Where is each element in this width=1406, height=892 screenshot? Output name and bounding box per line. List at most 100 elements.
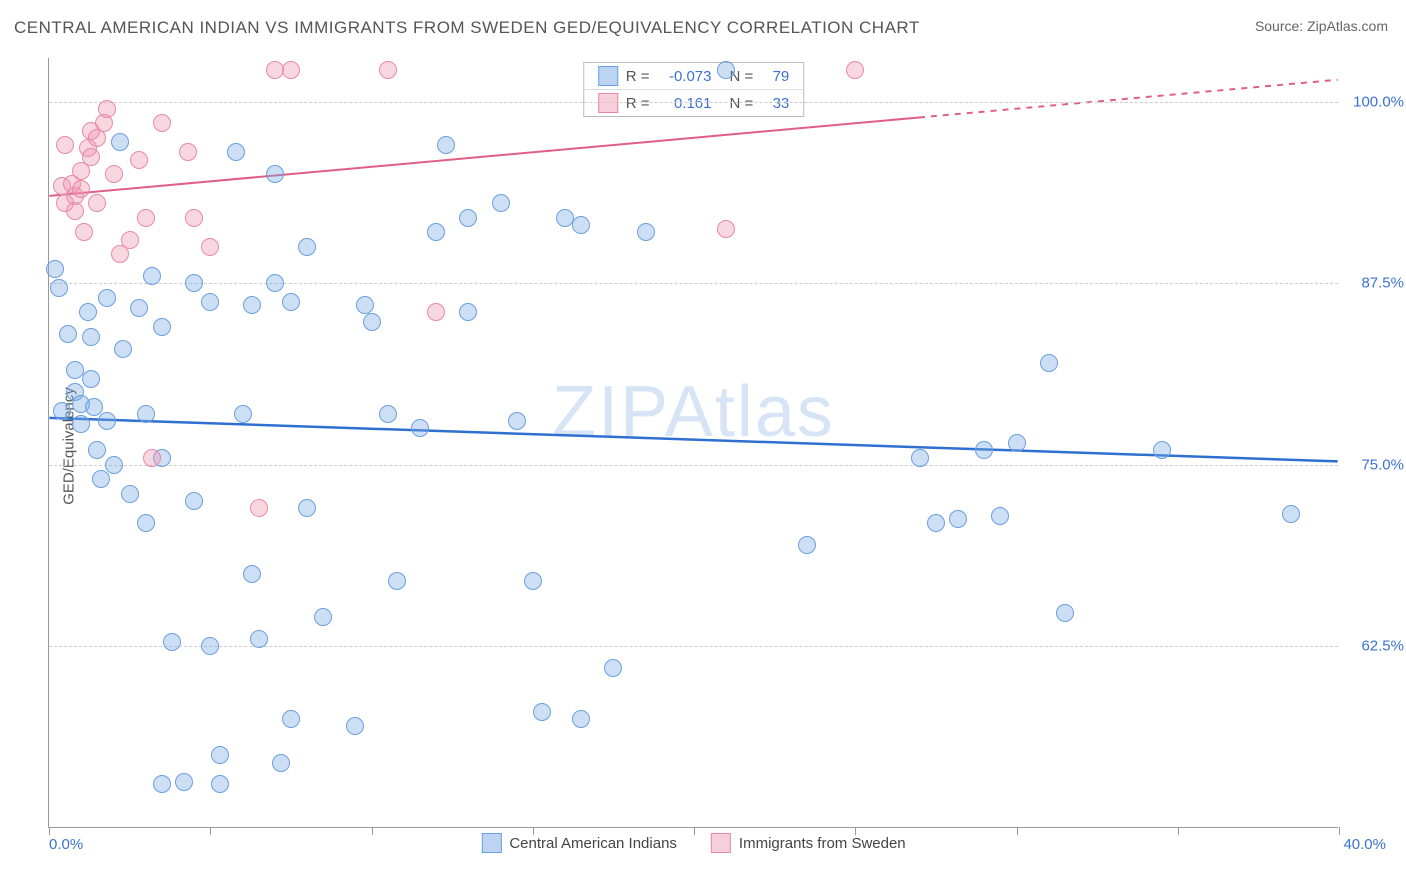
y-tick-label: 87.5%: [1361, 275, 1404, 292]
scatter-plot-area: ZIPAtlas R =-0.073N =79R =0.161N =33 Cen…: [48, 58, 1338, 828]
scatter-point: [130, 151, 148, 169]
scatter-point: [572, 216, 590, 234]
scatter-point: [137, 405, 155, 423]
scatter-point: [201, 293, 219, 311]
y-tick-label: 75.0%: [1361, 456, 1404, 473]
gridline: [49, 465, 1338, 466]
watermark-text: ZIPAtlas: [552, 371, 835, 453]
scatter-point: [211, 746, 229, 764]
scatter-point: [717, 61, 735, 79]
scatter-point: [79, 303, 97, 321]
scatter-point: [153, 114, 171, 132]
scatter-point: [98, 100, 116, 118]
stats-legend-row: R =-0.073N =79: [584, 63, 804, 90]
scatter-point: [1040, 354, 1058, 372]
scatter-point: [130, 299, 148, 317]
x-tick: [855, 827, 856, 835]
scatter-point: [143, 267, 161, 285]
scatter-point: [282, 61, 300, 79]
y-tick-label: 62.5%: [1361, 638, 1404, 655]
scatter-point: [56, 136, 74, 154]
scatter-point: [46, 260, 64, 278]
scatter-point: [234, 405, 252, 423]
gridline: [49, 102, 1338, 103]
source-attribution: Source: ZipAtlas.com: [1255, 18, 1388, 34]
scatter-point: [298, 238, 316, 256]
scatter-point: [179, 143, 197, 161]
scatter-point: [250, 499, 268, 517]
scatter-point: [533, 703, 551, 721]
scatter-point: [227, 143, 245, 161]
legend-swatch: [481, 833, 501, 853]
scatter-point: [243, 296, 261, 314]
scatter-point: [114, 340, 132, 358]
scatter-point: [66, 202, 84, 220]
scatter-point: [1056, 604, 1074, 622]
y-tick-label: 100.0%: [1353, 93, 1404, 110]
scatter-point: [911, 449, 929, 467]
scatter-point: [88, 441, 106, 459]
scatter-point: [282, 293, 300, 311]
n-value: 33: [761, 95, 789, 112]
r-label: R =: [626, 68, 650, 85]
trend-line-dashed: [919, 80, 1338, 118]
legend-series-label: Immigrants from Sweden: [739, 835, 906, 852]
scatter-point: [98, 289, 116, 307]
n-value: 79: [761, 68, 789, 85]
x-tick: [372, 827, 373, 835]
gridline: [49, 283, 1338, 284]
scatter-point: [250, 630, 268, 648]
scatter-point: [72, 415, 90, 433]
gridline: [49, 646, 1338, 647]
scatter-point: [1008, 434, 1026, 452]
x-tick: [210, 827, 211, 835]
scatter-point: [111, 133, 129, 151]
x-tick: [1178, 827, 1179, 835]
x-tick: [694, 827, 695, 835]
scatter-point: [379, 405, 397, 423]
scatter-point: [282, 710, 300, 728]
source-value: ZipAtlas.com: [1307, 18, 1388, 34]
scatter-point: [975, 441, 993, 459]
scatter-point: [927, 514, 945, 532]
scatter-point: [388, 572, 406, 590]
scatter-point: [75, 223, 93, 241]
scatter-point: [1282, 505, 1300, 523]
scatter-point: [82, 328, 100, 346]
scatter-point: [272, 754, 290, 772]
scatter-point: [572, 710, 590, 728]
scatter-point: [356, 296, 374, 314]
scatter-point: [991, 507, 1009, 525]
scatter-point: [72, 180, 90, 198]
scatter-point: [137, 209, 155, 227]
scatter-point: [798, 536, 816, 554]
scatter-point: [846, 61, 864, 79]
source-prefix: Source:: [1255, 18, 1307, 34]
scatter-point: [143, 449, 161, 467]
series-legend: Central American IndiansImmigrants from …: [481, 833, 905, 853]
scatter-point: [201, 637, 219, 655]
scatter-point: [437, 136, 455, 154]
scatter-point: [98, 412, 116, 430]
scatter-point: [427, 223, 445, 241]
scatter-point: [185, 274, 203, 292]
scatter-point: [427, 303, 445, 321]
scatter-point: [185, 209, 203, 227]
scatter-point: [163, 633, 181, 651]
legend-swatch: [598, 66, 618, 86]
correlation-stats-legend: R =-0.073N =79R =0.161N =33: [583, 62, 805, 117]
scatter-point: [266, 165, 284, 183]
chart-title: CENTRAL AMERICAN INDIAN VS IMMIGRANTS FR…: [14, 18, 920, 38]
scatter-point: [524, 572, 542, 590]
scatter-point: [153, 775, 171, 793]
scatter-point: [459, 303, 477, 321]
n-label: N =: [730, 95, 754, 112]
x-tick-label: 0.0%: [49, 836, 83, 853]
r-label: R =: [626, 95, 650, 112]
x-tick: [1339, 827, 1340, 835]
scatter-point: [175, 773, 193, 791]
scatter-point: [153, 318, 171, 336]
scatter-point: [53, 402, 71, 420]
scatter-point: [243, 565, 261, 583]
scatter-point: [508, 412, 526, 430]
